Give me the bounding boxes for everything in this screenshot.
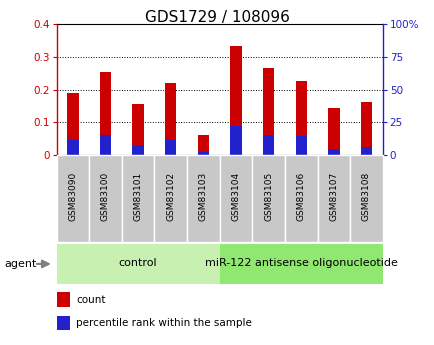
Bar — [187, 155, 219, 242]
Text: GSM83090: GSM83090 — [68, 172, 77, 221]
Bar — [154, 155, 187, 242]
Bar — [327, 108, 339, 155]
Bar — [197, 152, 209, 155]
Bar — [56, 155, 89, 242]
Bar — [132, 145, 144, 155]
Text: GSM83108: GSM83108 — [361, 172, 370, 221]
Bar — [89, 155, 122, 242]
Bar — [99, 72, 111, 155]
Bar — [132, 104, 144, 155]
Bar — [99, 135, 111, 155]
Bar — [56, 244, 219, 284]
Text: GSM83105: GSM83105 — [263, 172, 273, 221]
Text: GDS1729 / 108096: GDS1729 / 108096 — [145, 10, 289, 25]
Bar — [360, 147, 372, 155]
Text: GSM83104: GSM83104 — [231, 172, 240, 221]
Text: GSM83100: GSM83100 — [101, 172, 110, 221]
Bar — [122, 155, 154, 242]
Text: agent: agent — [4, 259, 36, 269]
Bar — [219, 244, 382, 284]
Bar — [262, 135, 274, 155]
Bar — [164, 83, 176, 155]
Bar — [67, 139, 79, 155]
Bar — [349, 155, 382, 242]
Text: GSM83103: GSM83103 — [198, 172, 207, 221]
Bar — [317, 155, 349, 242]
Text: miR-122 antisense oligonucleotide: miR-122 antisense oligonucleotide — [204, 258, 397, 268]
Text: GSM83107: GSM83107 — [329, 172, 338, 221]
Bar — [295, 80, 306, 155]
Bar — [67, 93, 79, 155]
Bar — [56, 316, 69, 331]
Text: control: control — [118, 258, 157, 268]
Text: count: count — [76, 295, 105, 305]
Bar — [252, 155, 284, 242]
Bar — [360, 102, 372, 155]
Bar — [56, 292, 69, 307]
Bar — [327, 149, 339, 155]
Bar — [230, 46, 241, 155]
Bar — [262, 68, 274, 155]
Bar — [230, 126, 241, 155]
Bar — [197, 135, 209, 155]
Bar — [284, 155, 317, 242]
Text: GSM83102: GSM83102 — [166, 172, 175, 221]
Bar — [219, 155, 252, 242]
Text: GSM83106: GSM83106 — [296, 172, 305, 221]
Bar — [164, 139, 176, 155]
Bar — [295, 136, 306, 155]
Text: percentile rank within the sample: percentile rank within the sample — [76, 318, 251, 328]
Text: GSM83101: GSM83101 — [133, 172, 142, 221]
